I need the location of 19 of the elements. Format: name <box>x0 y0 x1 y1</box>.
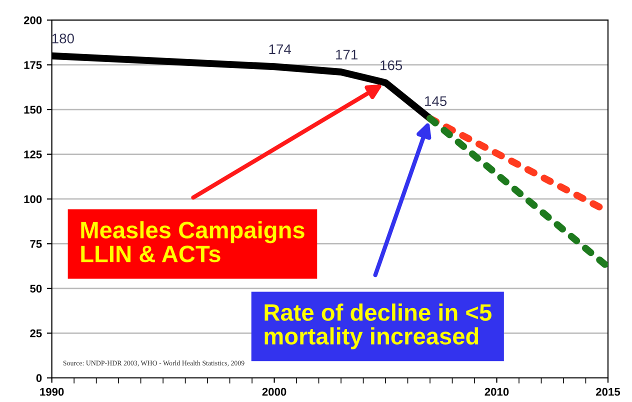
y-tick-label: 200 <box>24 16 42 24</box>
data-label: 165 <box>380 60 402 70</box>
data-label: 145 <box>425 96 447 106</box>
x-tick-label: 2000 <box>262 388 286 396</box>
x-tick-label: 1990 <box>40 388 64 396</box>
x-tick-label: 2010 <box>484 388 509 396</box>
y-tick-label: 75 <box>30 240 42 248</box>
y-tick-label: 100 <box>24 195 42 204</box>
y-tick-label: 0 <box>36 374 42 382</box>
annotation: Rate of decline in <5 mortality increased <box>264 304 492 350</box>
annotation: Measles Campaigns LLIN & ACTs <box>81 221 304 262</box>
y-tick-label: 150 <box>24 106 42 114</box>
data-label: 171 <box>336 50 358 60</box>
y-tick-label: 25 <box>30 329 42 338</box>
y-tick-label: 50 <box>30 284 42 293</box>
x-tick-label: 2015 <box>596 388 620 396</box>
y-tick-label: 125 <box>24 150 42 158</box>
data-label: 174 <box>269 44 292 54</box>
y-tick-label: 175 <box>24 61 42 69</box>
